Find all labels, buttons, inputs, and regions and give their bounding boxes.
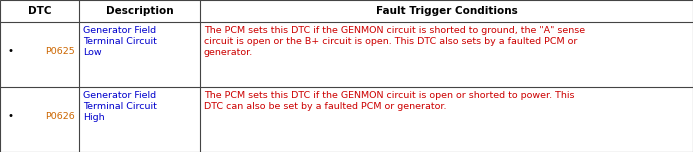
Text: DTC: DTC	[28, 6, 51, 16]
Text: Generator Field
Terminal Circuit
High: Generator Field Terminal Circuit High	[83, 91, 157, 122]
Text: Description: Description	[106, 6, 173, 16]
Text: •: •	[8, 47, 13, 56]
Text: P0626: P0626	[45, 112, 75, 121]
Text: The PCM sets this DTC if the GENMON circuit is open or shorted to power. This
DT: The PCM sets this DTC if the GENMON circ…	[204, 91, 574, 111]
Text: P0625: P0625	[45, 47, 75, 56]
Text: The PCM sets this DTC if the GENMON circuit is shorted to ground, the "A" sense
: The PCM sets this DTC if the GENMON circ…	[204, 26, 585, 57]
Text: Generator Field
Terminal Circuit
Low: Generator Field Terminal Circuit Low	[83, 26, 157, 57]
Text: •: •	[8, 111, 13, 121]
Text: Fault Trigger Conditions: Fault Trigger Conditions	[376, 6, 518, 16]
